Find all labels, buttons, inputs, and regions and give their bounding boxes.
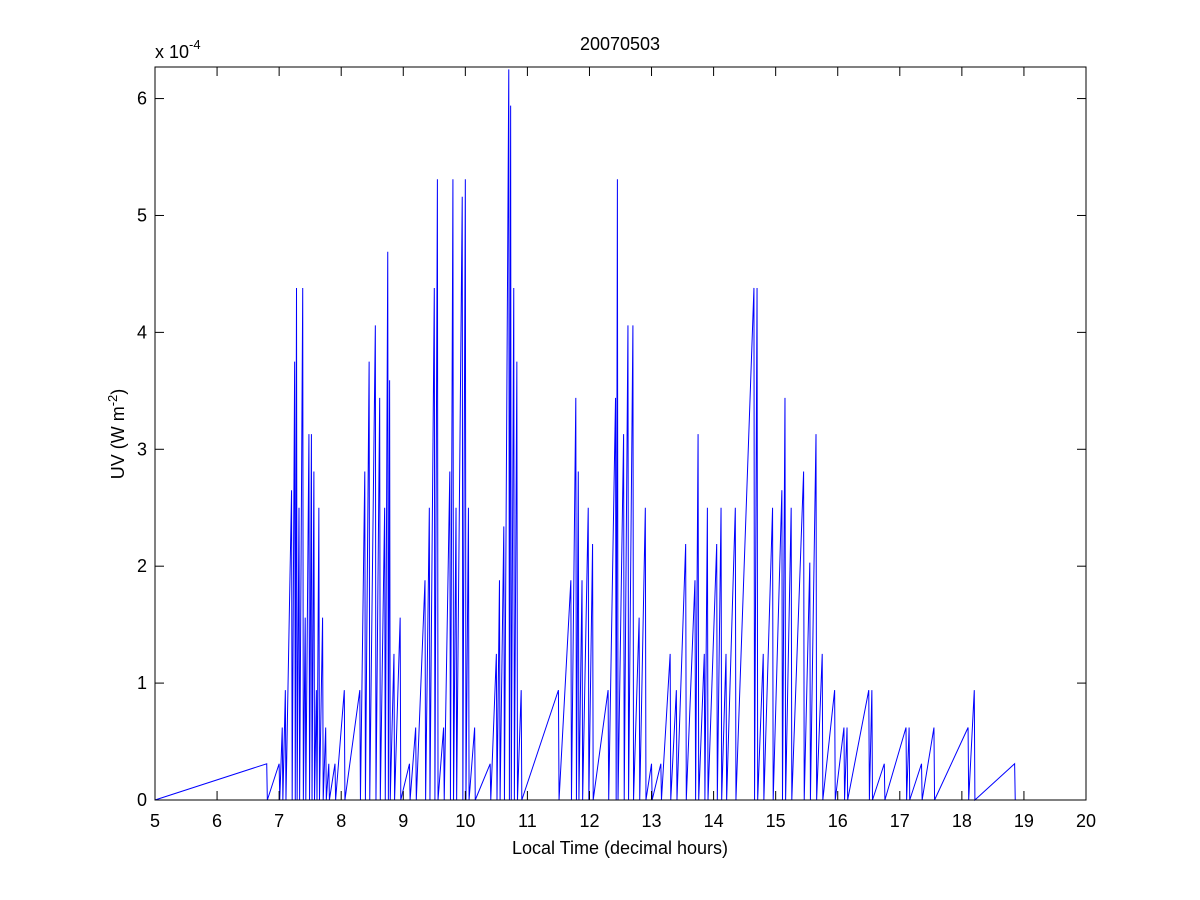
y-multiplier-base: x 10 bbox=[155, 42, 189, 62]
y-tick-label: 1 bbox=[137, 673, 147, 693]
y-tick-label: 5 bbox=[137, 205, 147, 225]
x-tick-label: 14 bbox=[704, 811, 724, 831]
x-tick-label: 12 bbox=[579, 811, 599, 831]
x-tick-label: 19 bbox=[1014, 811, 1034, 831]
y-multiplier: x 10-4 bbox=[155, 37, 201, 62]
y-tick-label: 6 bbox=[137, 89, 147, 109]
y-tick-label: 0 bbox=[137, 790, 147, 810]
x-tick-label: 9 bbox=[398, 811, 408, 831]
x-tick-label: 8 bbox=[336, 811, 346, 831]
y-label-text: UV (W m bbox=[108, 406, 128, 479]
x-tick-label: 7 bbox=[274, 811, 284, 831]
data-line bbox=[154, 69, 1086, 802]
y-multiplier-exp: -4 bbox=[189, 37, 201, 52]
y-tick-label: 2 bbox=[137, 556, 147, 576]
y-axis-label: UV (W m-2) bbox=[105, 389, 128, 480]
x-axis-label: Local Time (decimal hours) bbox=[512, 838, 728, 858]
x-tick-label: 6 bbox=[212, 811, 222, 831]
x-tick-label: 10 bbox=[455, 811, 475, 831]
y-tick-label: 3 bbox=[137, 439, 147, 459]
x-tick-label: 16 bbox=[828, 811, 848, 831]
x-tick-label: 5 bbox=[150, 811, 160, 831]
x-tick-label: 20 bbox=[1076, 811, 1096, 831]
x-tick-label: 11 bbox=[518, 811, 537, 831]
x-tick-label: 17 bbox=[890, 811, 910, 831]
x-tick-label: 13 bbox=[642, 811, 662, 831]
x-tick-label: 18 bbox=[952, 811, 972, 831]
y-label-suffix: ) bbox=[108, 389, 128, 395]
y-label-sup: -2 bbox=[105, 395, 120, 407]
x-tick-label: 15 bbox=[766, 811, 786, 831]
axes-box bbox=[154, 66, 1087, 801]
chart-title: 20070503 bbox=[580, 34, 660, 54]
y-tick-label: 4 bbox=[137, 322, 147, 342]
